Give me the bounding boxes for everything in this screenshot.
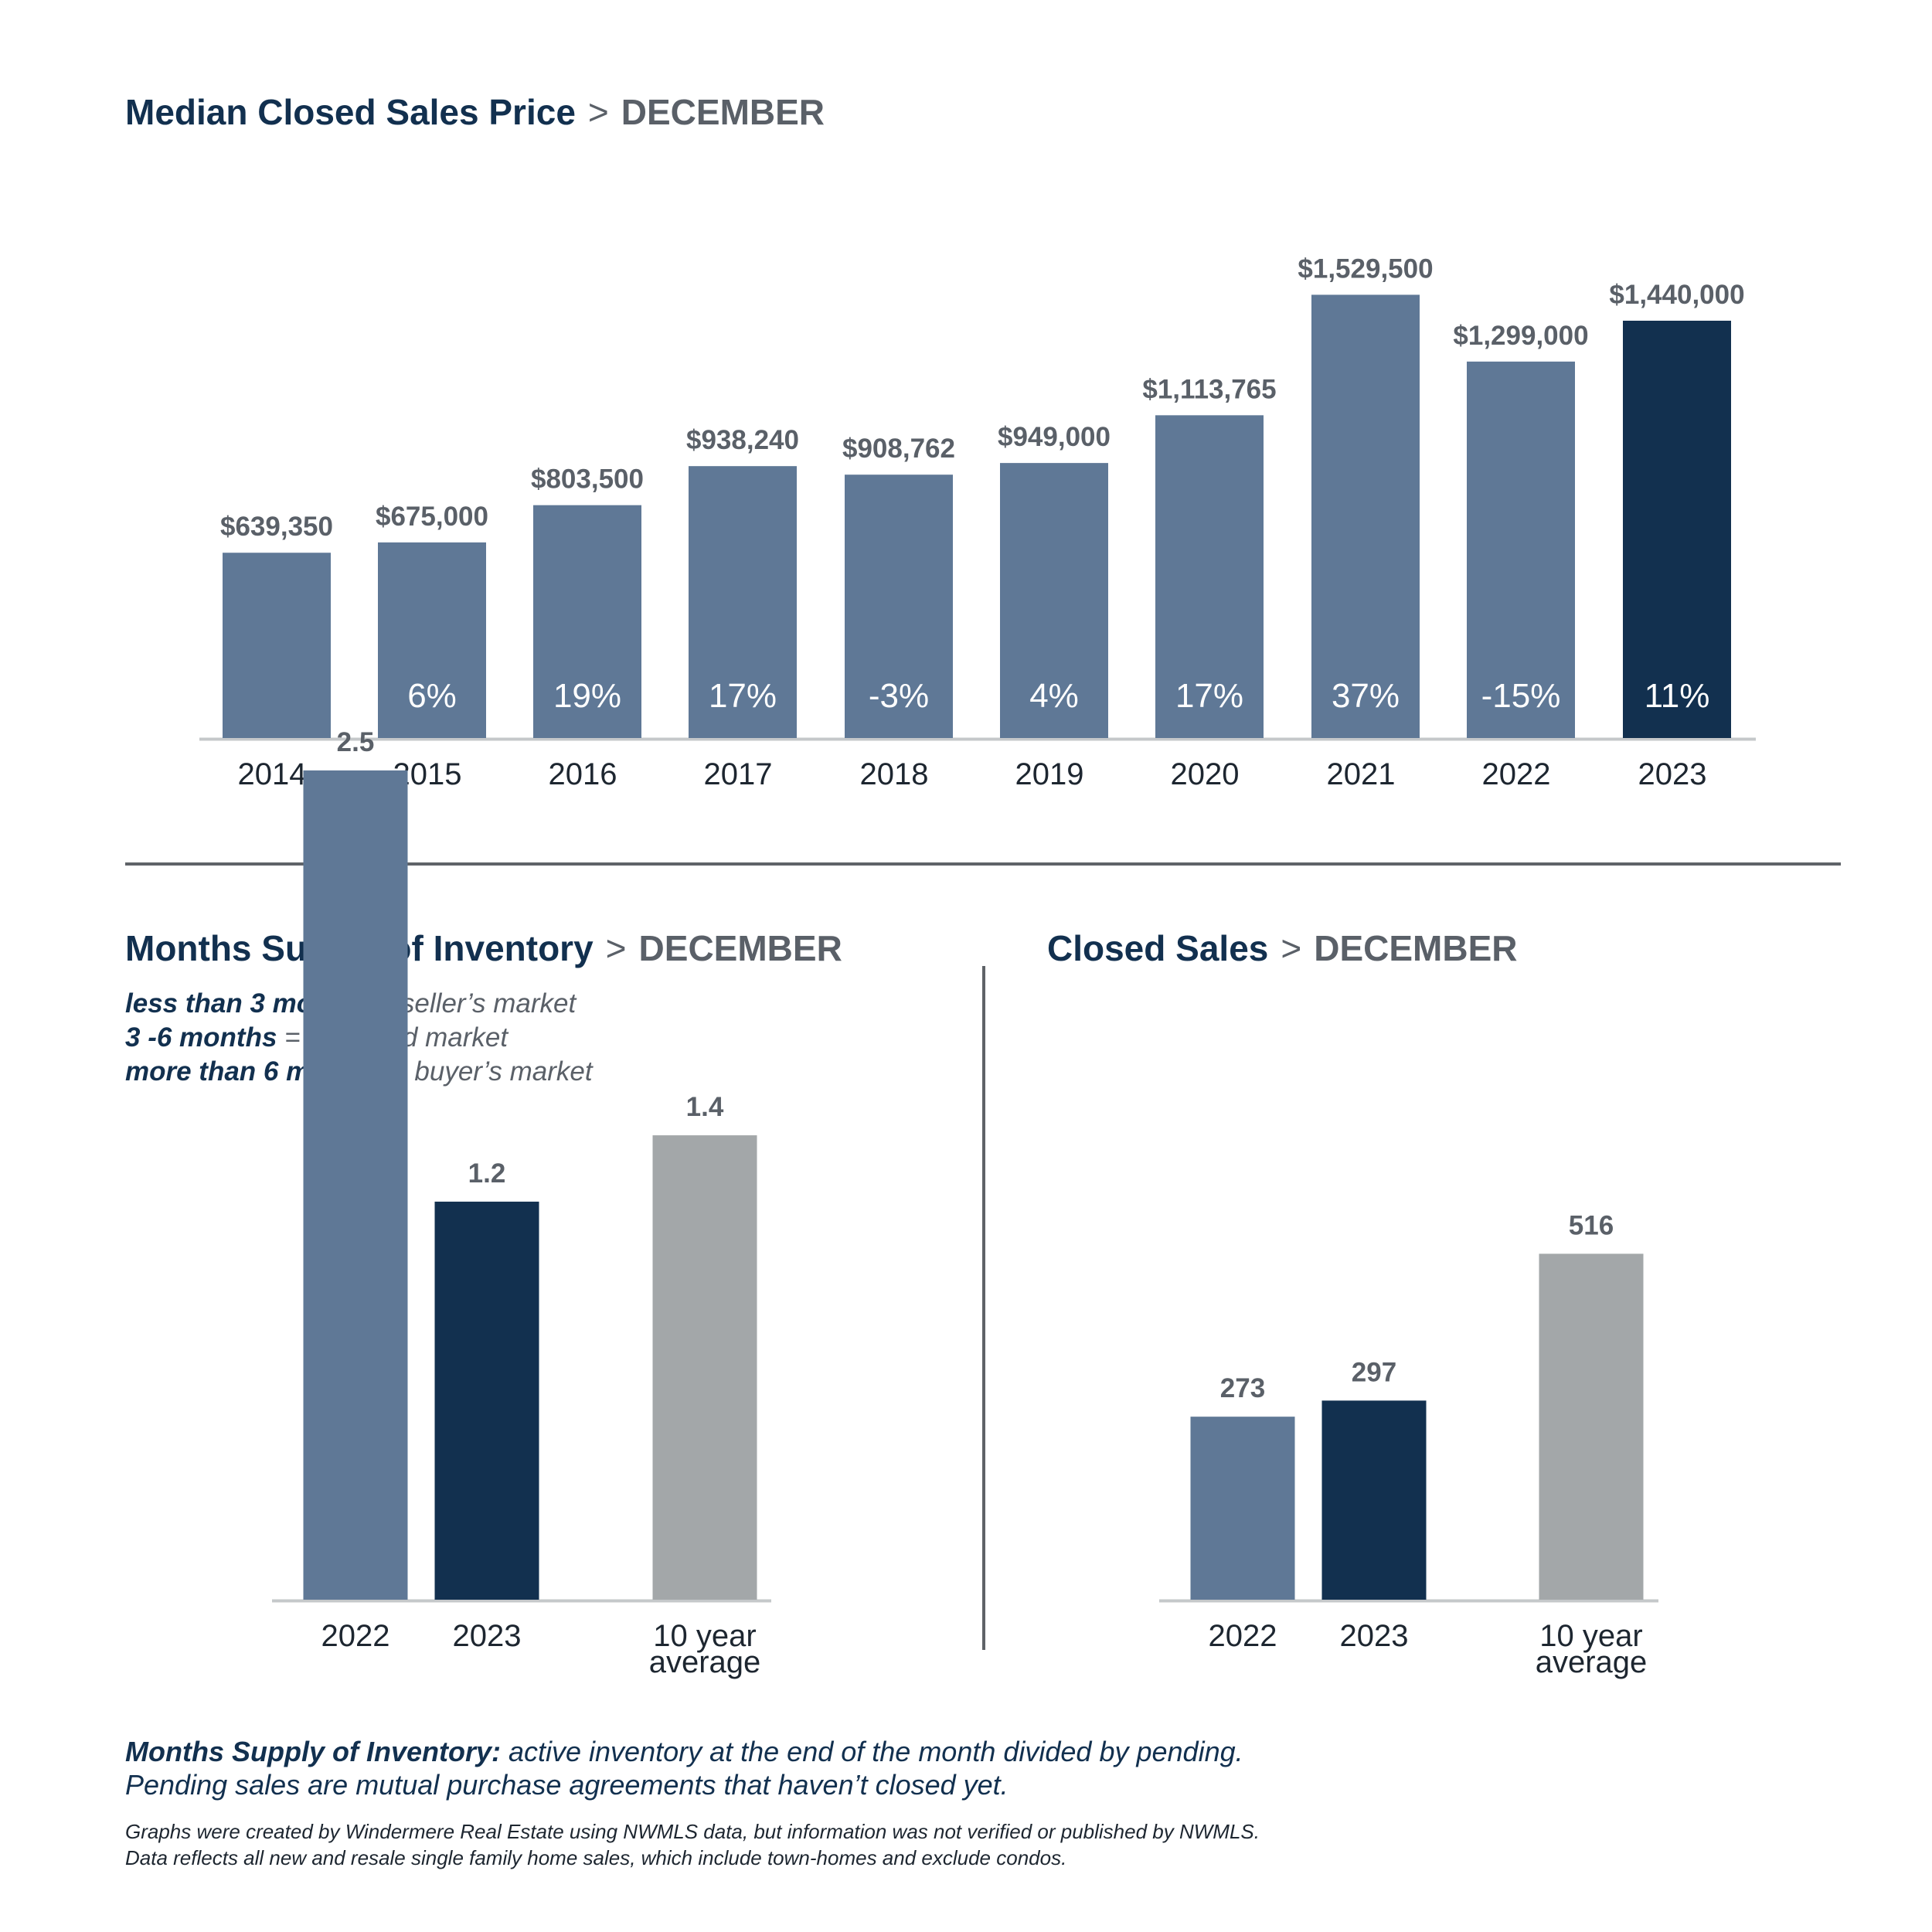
- legend-value: = seller’s market: [377, 988, 577, 1019]
- price-bar: [1000, 463, 1108, 738]
- inventory-category-label: 2023: [453, 1619, 522, 1653]
- inventory-chart: 2.5 2022 1.2 2023 1.4 10 year average: [272, 727, 771, 1679]
- price-year-label: 2017: [704, 757, 773, 791]
- price-value-label: $949,000: [998, 422, 1111, 452]
- price-value-label: $803,500: [531, 464, 644, 495]
- inventory-value-label: 1.4: [686, 1092, 724, 1122]
- definition-label: Months Supply of Inventory:: [125, 1736, 501, 1767]
- price-bar: [845, 474, 953, 738]
- sales-chart: 273 2022 297 2023 516 10 year average: [1159, 1210, 1658, 1679]
- inventory-category-line: 2022: [321, 1619, 390, 1653]
- price-value-label: $1,529,500: [1298, 253, 1433, 284]
- sales-category-line: 2022: [1209, 1619, 1277, 1653]
- price-bar: [1623, 321, 1731, 738]
- source-note: Graphs were created by Windermere Real E…: [125, 1818, 1260, 1871]
- definition-note: Months Supply of Inventory: active inven…: [125, 1735, 1243, 1801]
- price-change-label: -15%: [1481, 677, 1561, 715]
- price-year-label: 2019: [1015, 757, 1084, 791]
- source-line-1: Graphs were created by Windermere Real E…: [125, 1820, 1260, 1843]
- price-bar: [689, 466, 797, 738]
- price-value-label: $908,762: [842, 434, 955, 464]
- inventory-title-month: DECEMBER: [638, 928, 842, 968]
- price-value-label: $1,440,000: [1609, 280, 1744, 310]
- inventory-value-label: 2.5: [337, 727, 375, 757]
- price-change-label: 19%: [553, 677, 621, 715]
- sales-title-main: Closed Sales: [1047, 928, 1269, 968]
- price-change-label: 17%: [709, 677, 777, 715]
- price-year-label: 2018: [860, 757, 929, 791]
- price-year-label: 2016: [549, 757, 617, 791]
- price-value-label: $1,113,765: [1142, 374, 1276, 404]
- price-bar: [1467, 361, 1575, 738]
- price-chart-title: Median Closed Sales Price > DECEMBER: [125, 91, 825, 133]
- inventory-title-separator: >: [605, 928, 627, 968]
- price-value-label: $675,000: [376, 502, 488, 532]
- price-title-separator: >: [587, 92, 609, 132]
- sales-chart-title: Closed Sales > DECEMBER: [1047, 927, 1517, 969]
- price-value-label: $938,240: [686, 425, 799, 455]
- definition-line: Months Supply of Inventory: active inven…: [125, 1735, 1243, 1768]
- inventory-bar: [652, 1135, 757, 1600]
- inventory-category-line: average: [649, 1645, 761, 1679]
- legend-value: = buyer’s market: [391, 1056, 593, 1087]
- source-line-2: Data reflects all new and resale single …: [125, 1846, 1067, 1869]
- inventory-category-line: 10 year: [653, 1619, 756, 1653]
- inventory-category-label: 10 year average: [649, 1619, 761, 1679]
- sales-value-label: 297: [1352, 1357, 1396, 1387]
- price-value-label: $1,299,000: [1453, 321, 1588, 351]
- price-change-label: 37%: [1332, 677, 1400, 715]
- inventory-value-label: 1.2: [468, 1158, 506, 1189]
- price-bar: [533, 505, 641, 738]
- inventory-category-label: 2022: [321, 1619, 390, 1653]
- sales-category-label: 10 year average: [1536, 1619, 1648, 1679]
- sales-title-separator: >: [1281, 928, 1302, 968]
- price-change-label: 6%: [407, 677, 457, 715]
- price-year-label: 2022: [1482, 757, 1551, 791]
- price-change-label: 11%: [1645, 677, 1710, 715]
- price-change-label: -3%: [869, 677, 929, 715]
- price-title-month: DECEMBER: [621, 92, 825, 132]
- inventory-category-line: 2023: [453, 1619, 522, 1653]
- sales-category-line: 2023: [1340, 1619, 1409, 1653]
- sales-bar: [1321, 1400, 1427, 1600]
- legend-key: 3 -6 months: [125, 1022, 277, 1053]
- sales-bar: [1190, 1417, 1295, 1600]
- sales-value-label: 516: [1569, 1210, 1614, 1240]
- sales-category-label: 2023: [1340, 1619, 1409, 1653]
- inventory-bar: [434, 1201, 539, 1600]
- definition-line-2: Pending sales are mutual purchase agreem…: [125, 1769, 1009, 1801]
- sales-bar: [1539, 1253, 1644, 1600]
- sales-category-label: 2022: [1209, 1619, 1277, 1653]
- sales-category-line: average: [1536, 1645, 1648, 1679]
- price-bar: [223, 553, 331, 738]
- price-bar: [378, 542, 486, 738]
- price-year-label: 2014: [238, 757, 307, 791]
- price-year-label: 2020: [1171, 757, 1240, 791]
- price-year-label: 2023: [1638, 757, 1707, 791]
- sales-value-label: 273: [1220, 1373, 1265, 1403]
- price-bar: [1311, 294, 1420, 738]
- price-bar: [1155, 415, 1264, 738]
- price-change-label: 4%: [1029, 677, 1079, 715]
- price-title-main: Median Closed Sales Price: [125, 92, 576, 132]
- inventory-bar: [303, 770, 408, 1600]
- price-chart: $639,3502014$675,0006%2015$803,50019%201…: [199, 253, 1756, 791]
- price-change-label: 17%: [1175, 677, 1243, 715]
- price-year-label: 2021: [1327, 757, 1396, 791]
- sales-category-line: 10 year: [1539, 1619, 1642, 1653]
- sales-title-month: DECEMBER: [1314, 928, 1518, 968]
- price-value-label: $639,350: [220, 512, 333, 542]
- definition-text: active inventory at the end of the month…: [500, 1736, 1243, 1767]
